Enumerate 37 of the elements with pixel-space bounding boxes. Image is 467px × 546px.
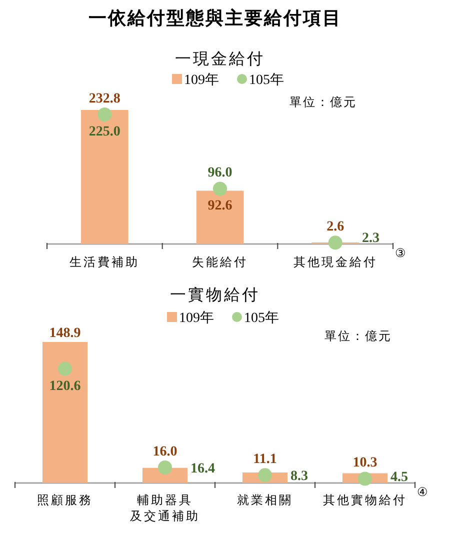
text: ③ (395, 246, 406, 260)
bar (42, 342, 88, 483)
x-tick-label: 其他現金給付 (293, 255, 378, 269)
point (58, 362, 72, 376)
x-tick-label: 其他實物給付 (323, 493, 407, 507)
data-label: 120.6 (49, 378, 81, 394)
point (158, 460, 172, 474)
data-label: 2.3 (362, 231, 380, 246)
data-label: 225.0 (88, 124, 120, 140)
legend-label: 109年 (184, 72, 219, 88)
data-label: 11.1 (253, 452, 277, 468)
annotation: 單位：億元 (324, 329, 392, 343)
data-label: 2.6 (326, 220, 344, 235)
x-tick-label: 失能給付 (192, 255, 248, 269)
chart-title: 一實物給付 (170, 286, 260, 304)
data-label: 148.9 (49, 326, 81, 341)
chart-subtitle: 一現金給付 (175, 51, 265, 68)
point (258, 468, 272, 482)
data-label: 16.0 (152, 444, 178, 460)
x-tick-label: 照顧服務 (37, 493, 93, 507)
legend-label: 105年 (244, 310, 279, 326)
legend-label: 105年 (249, 72, 284, 88)
data-label: 92.6 (208, 198, 232, 214)
data-label: 96.0 (208, 166, 232, 181)
data-label: 4.5 (390, 470, 408, 485)
data-label: 8.3 (290, 469, 308, 484)
point (358, 472, 372, 486)
legend-label: 109年 (179, 310, 214, 326)
data-label: 10.3 (352, 456, 378, 471)
data-label: 232.8 (88, 91, 120, 106)
data-label: 16.4 (190, 461, 215, 476)
x-tick-label: 生活費補助 (70, 255, 140, 269)
text: 單位：億元 (290, 95, 357, 109)
chart-title: 一依給付型態與主要給付項目 (88, 8, 342, 28)
x-tick-label: 就業相關 (237, 493, 293, 507)
x-tick-label: 輔助器具及交通補助 (130, 493, 200, 524)
text: ④ (417, 485, 428, 499)
